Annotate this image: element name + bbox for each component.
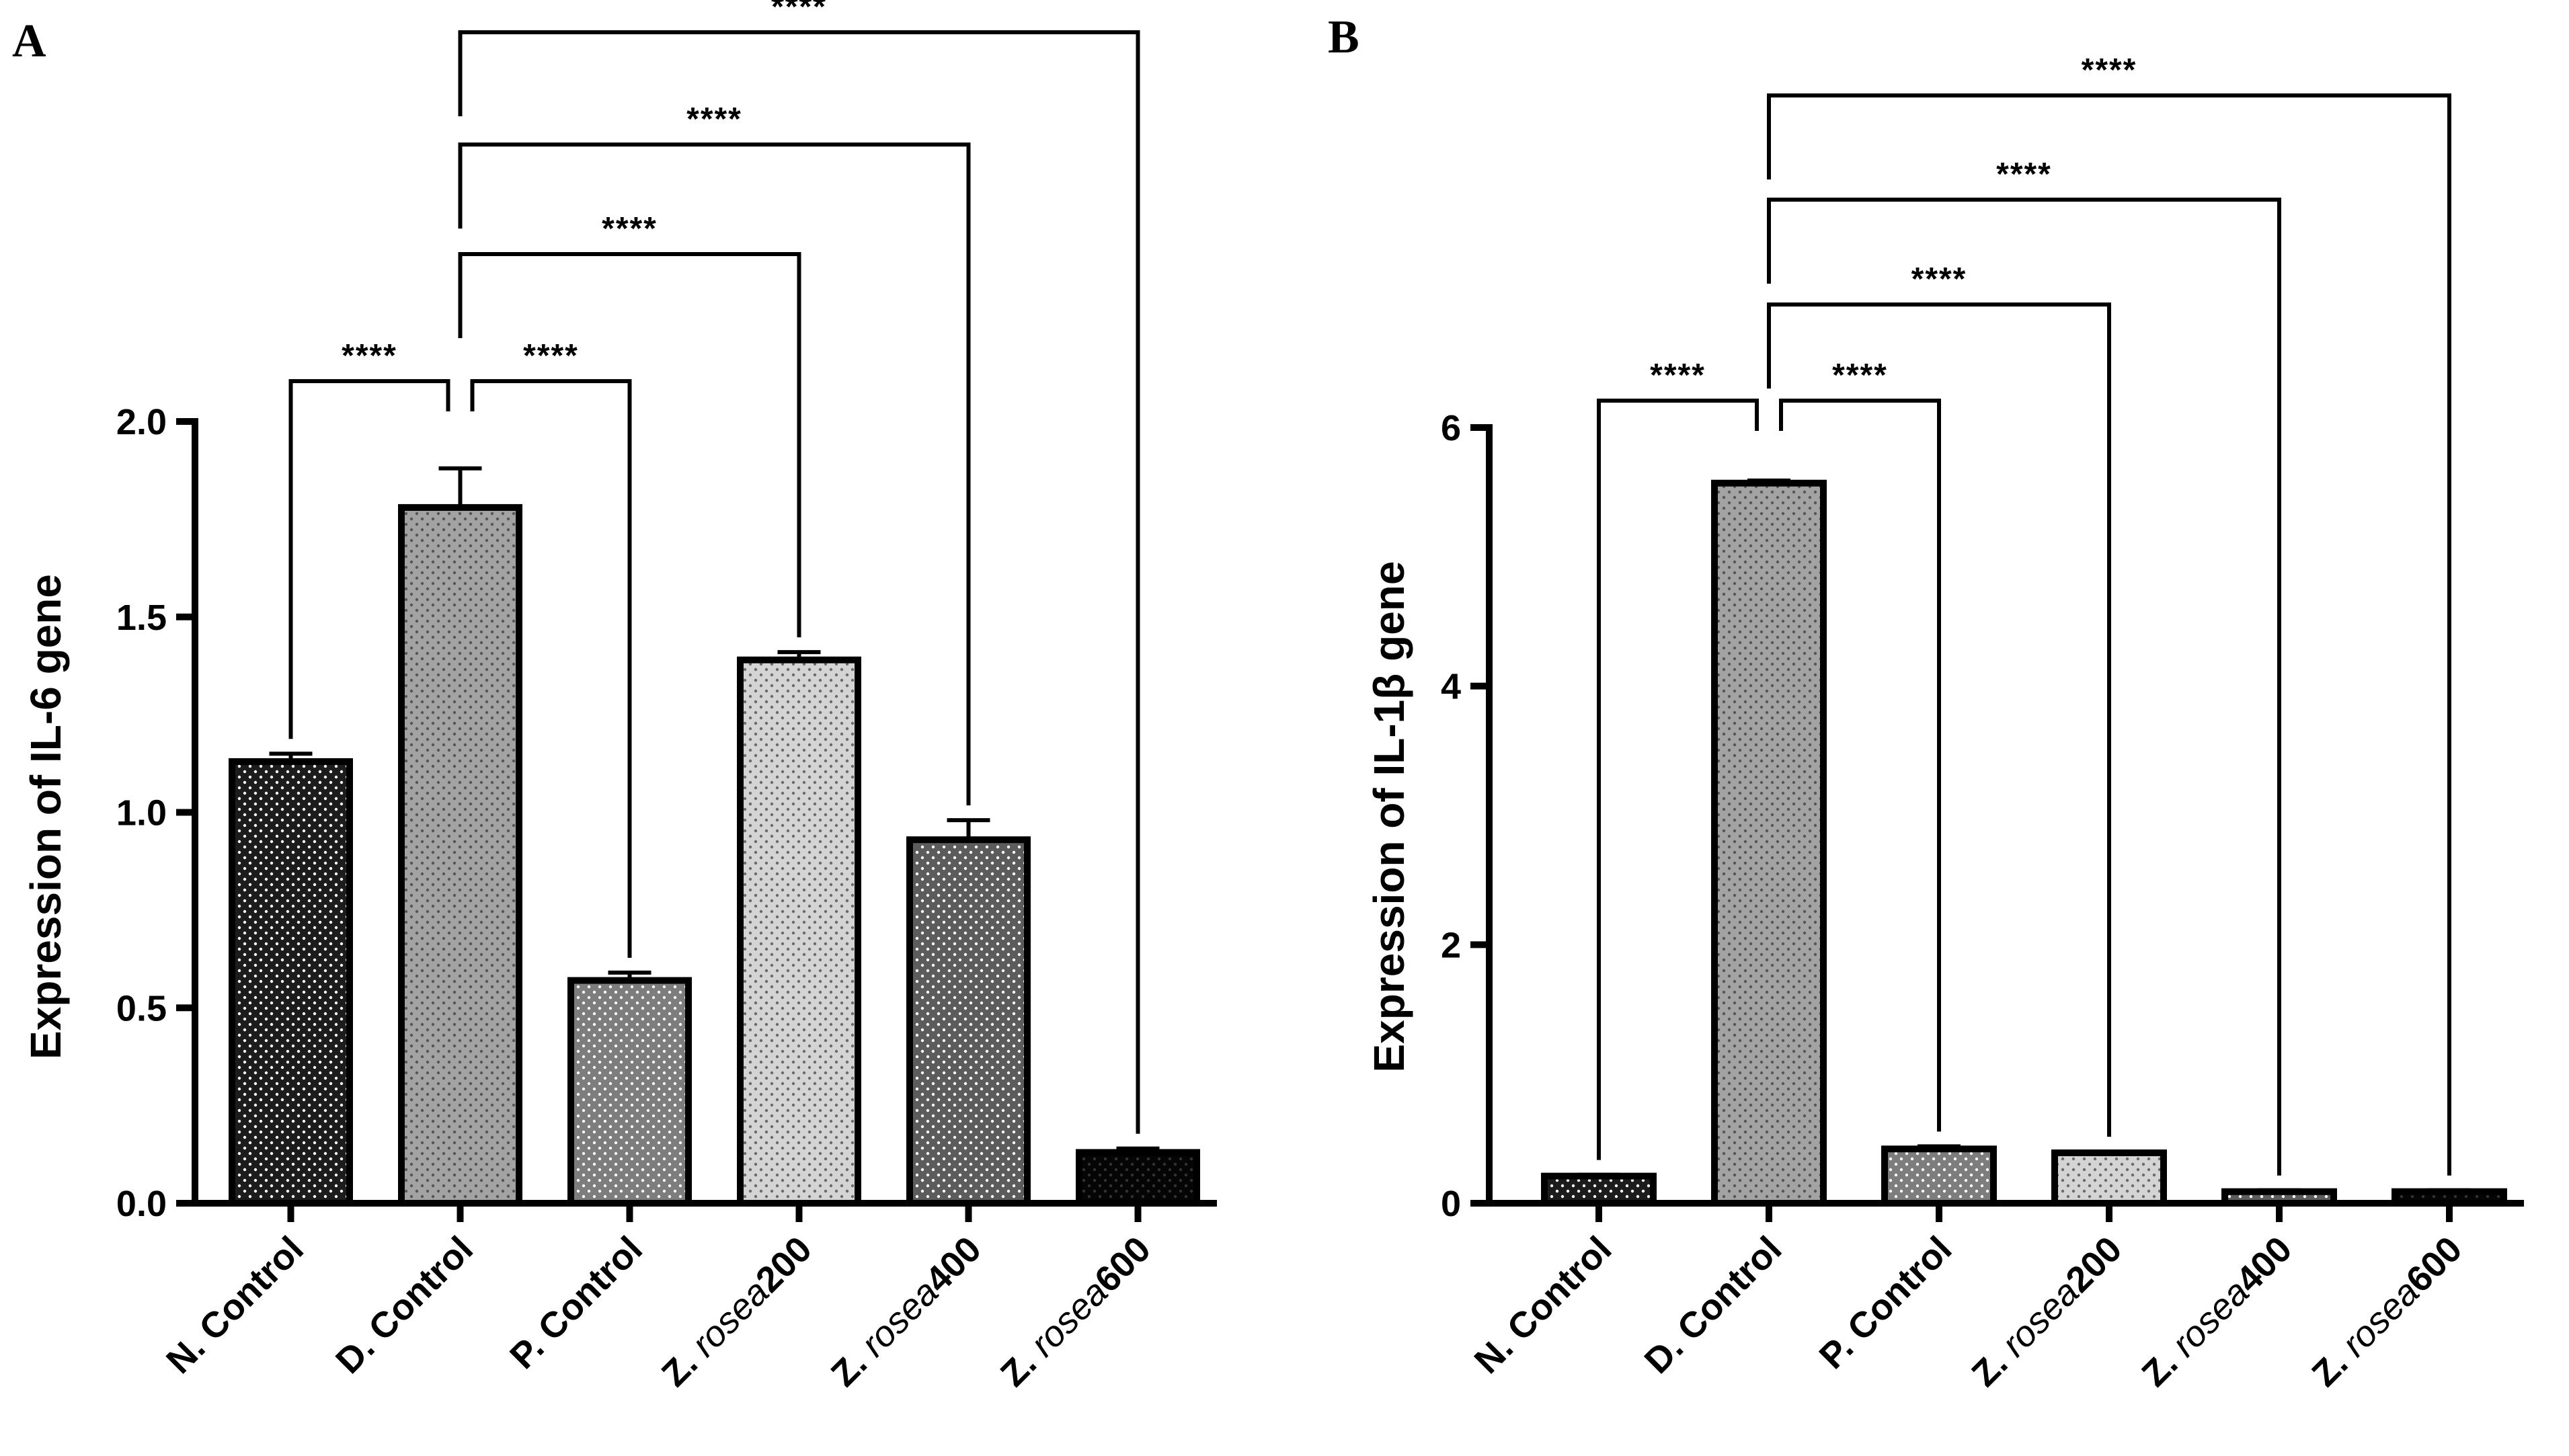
y-tick-label: 0.0 xyxy=(116,1184,167,1224)
panel-b-letter: B xyxy=(1328,11,1359,63)
significance-bracket: **** xyxy=(1767,52,2451,1176)
bar xyxy=(2051,1149,2167,1207)
y-tick-label: 0.5 xyxy=(116,988,167,1028)
significance-label: **** xyxy=(771,0,827,25)
significance-bracket: **** xyxy=(1767,261,2111,1137)
panel-a: A Expression of IL-6 gene 0.0 0.5 1.0 1.5 2.… xyxy=(12,0,1217,1394)
bar xyxy=(1711,479,1827,1207)
significance-label: **** xyxy=(602,211,658,247)
significance-label: **** xyxy=(686,102,742,137)
bar xyxy=(398,503,522,1207)
x-tick-label: N. Control xyxy=(159,1229,311,1381)
bar xyxy=(737,656,861,1207)
significance-label: **** xyxy=(1832,358,1888,393)
y-tick-label: 0 xyxy=(1441,1184,1461,1224)
bar xyxy=(1881,1145,1997,1207)
x-tick-label: Z. rosea600 xyxy=(2304,1229,2469,1394)
x-tick-label: P. Control xyxy=(1812,1229,1960,1377)
x-tick-label: D. Control xyxy=(328,1229,481,1381)
x-tick-label: Z. rosea200 xyxy=(654,1229,820,1394)
x-tick-label: Z. rosea400 xyxy=(2134,1229,2299,1394)
significance-bracket: **** xyxy=(458,211,801,638)
y-tick-label: 2.0 xyxy=(116,402,167,442)
panel-a-x-labels: N. Control D. Control P. Control Z. rosea20… xyxy=(159,1229,1158,1394)
significance-bracket: **** xyxy=(1597,358,1759,1160)
significance-label: **** xyxy=(342,338,397,374)
y-tick-label: 1.5 xyxy=(116,598,167,638)
y-tick-label: 6 xyxy=(1441,408,1461,448)
panel-a-axes xyxy=(192,418,1217,1222)
significance-label: **** xyxy=(1996,157,2052,192)
panel-b-brackets: **** **** **** **** **** xyxy=(1597,52,2451,1176)
significance-bracket: **** xyxy=(288,338,450,739)
y-tick-label: 2 xyxy=(1441,925,1461,965)
x-tick-label: Z. rosea600 xyxy=(993,1229,1158,1394)
bar xyxy=(567,977,692,1207)
bar xyxy=(1076,1149,1200,1207)
significance-label: **** xyxy=(1911,261,1967,297)
y-tick-label: 4 xyxy=(1441,667,1461,707)
significance-bracket: **** xyxy=(458,102,971,806)
significance-bracket: **** xyxy=(458,0,1140,1134)
panel-b-bars xyxy=(1541,478,2507,1207)
panel-b-y-ticks: 0 2 4 6 xyxy=(1441,408,1489,1224)
panel-b-x-labels: N. Control D. Control P. Control Z. rosea20… xyxy=(1467,1229,2470,1394)
bar xyxy=(229,758,353,1207)
panel-b-y-axis-title: Expression of IL-1β gene xyxy=(1365,561,1413,1073)
x-tick-label: N. Control xyxy=(1467,1229,1620,1381)
bar xyxy=(1541,1172,1657,1207)
y-tick-label: 1.0 xyxy=(116,793,167,834)
panel-a-y-ticks: 0.0 0.5 1.0 1.5 2.0 xyxy=(116,402,195,1224)
significance-label: **** xyxy=(523,338,579,374)
significance-label: **** xyxy=(2082,52,2137,88)
significance-bracket: **** xyxy=(470,338,632,958)
panel-b-axes xyxy=(1486,424,2524,1222)
panel-a-brackets: **** **** **** **** **** xyxy=(288,0,1140,1134)
x-tick-label: D. Control xyxy=(1637,1229,1790,1381)
panel-a-letter: A xyxy=(12,15,46,67)
x-tick-label: Z. rosea400 xyxy=(824,1229,989,1394)
significance-bracket: **** xyxy=(1779,358,1941,1132)
bar xyxy=(906,836,1031,1207)
x-tick-label: P. Control xyxy=(502,1229,650,1377)
significance-bracket: **** xyxy=(1767,157,2281,1176)
panel-a-y-axis-title: Expression of IL-6 gene xyxy=(22,574,70,1059)
panel-a-bars xyxy=(229,466,1200,1207)
x-tick-label: Z. rosea200 xyxy=(1964,1229,2129,1394)
significance-label: **** xyxy=(1650,358,1706,393)
